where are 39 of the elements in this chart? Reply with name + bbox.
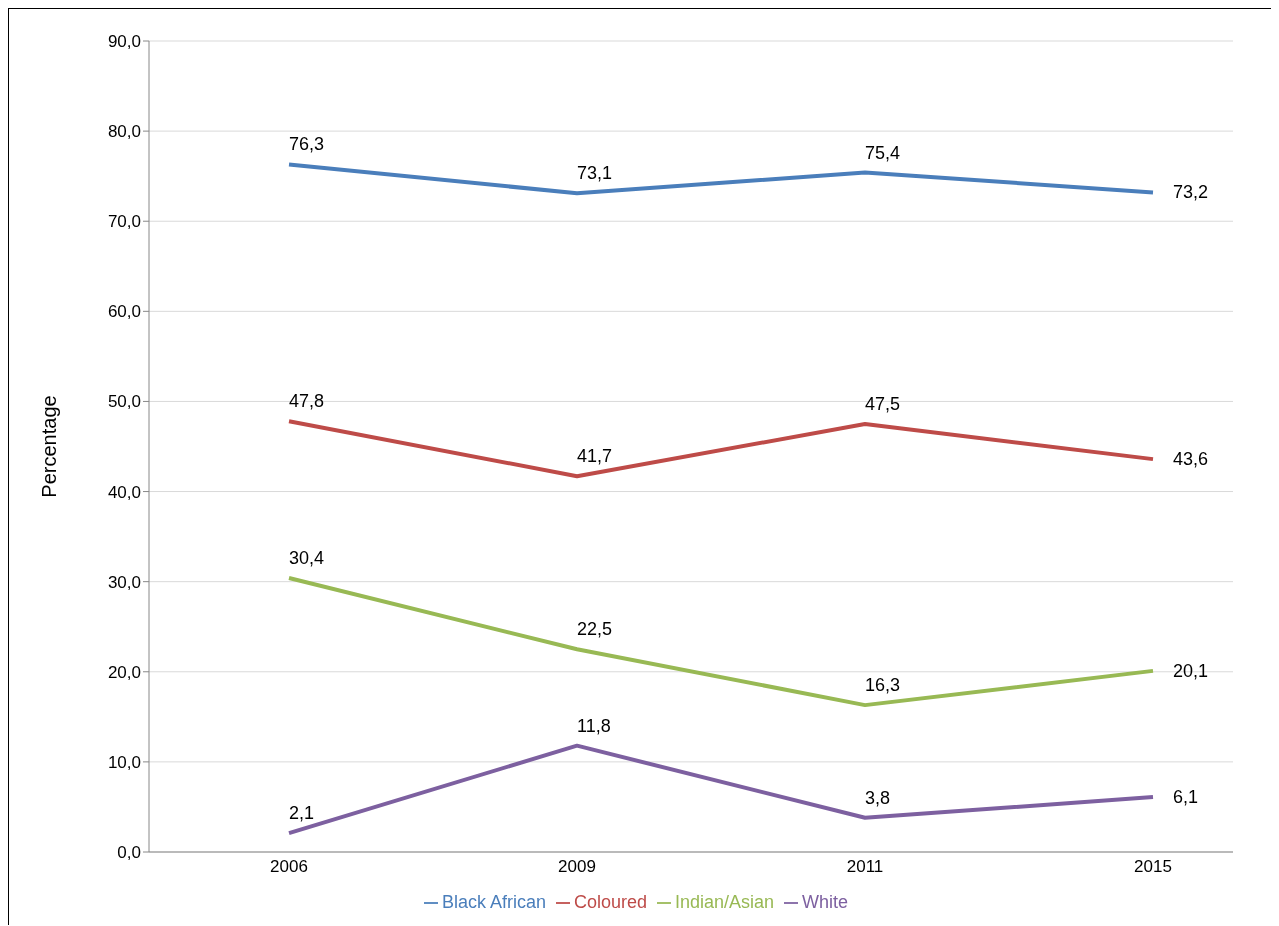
- x-tick-label: 2015: [1134, 857, 1172, 877]
- legend-label: Coloured: [573, 892, 647, 912]
- data-label: 76,3: [289, 134, 325, 155]
- data-label: 47,5: [865, 393, 901, 414]
- y-tick-label: 40,0: [107, 482, 141, 502]
- y-axis-title: Percentage: [38, 395, 61, 498]
- legend-label: White: [802, 892, 849, 912]
- data-label: 16,3: [865, 675, 901, 696]
- x-tick-label: 2011: [846, 857, 884, 877]
- x-tick-label: 2009: [558, 857, 596, 877]
- y-tick-label: 10,0: [107, 752, 141, 772]
- y-tick-label: 80,0: [107, 122, 141, 142]
- y-tick-label: 50,0: [107, 392, 141, 412]
- data-label: 20,1: [1173, 660, 1209, 681]
- y-tick-label: 30,0: [107, 572, 141, 592]
- x-tick-label: 2006: [270, 857, 308, 877]
- data-label: 22,5: [577, 619, 613, 640]
- y-tick-label: 20,0: [107, 662, 141, 682]
- data-label: 41,7: [577, 446, 613, 467]
- line-series: [287, 162, 1155, 196]
- line-series: [287, 576, 1155, 708]
- legend-label: Black African: [441, 892, 546, 912]
- y-tick-label: 70,0: [107, 212, 141, 232]
- legend-label: Indian/Asian: [675, 892, 775, 912]
- y-tick-label: 60,0: [107, 302, 141, 322]
- data-label: 73,2: [1173, 182, 1209, 203]
- data-label: 11,8: [577, 715, 611, 736]
- data-label: 2,1: [289, 803, 315, 824]
- data-label: 47,8: [289, 391, 325, 412]
- data-label: 73,1: [577, 163, 613, 184]
- line-series: [287, 743, 1155, 836]
- data-label: 75,4: [865, 142, 901, 163]
- y-tick-label: 90,0: [107, 32, 141, 52]
- data-label: 30,4: [289, 548, 325, 569]
- line-series: [287, 419, 1155, 479]
- data-label: 43,6: [1173, 449, 1209, 470]
- data-label: 3,8: [865, 787, 891, 808]
- y-tick-label: 0,0: [117, 843, 141, 863]
- data-label: 6,1: [1173, 787, 1199, 808]
